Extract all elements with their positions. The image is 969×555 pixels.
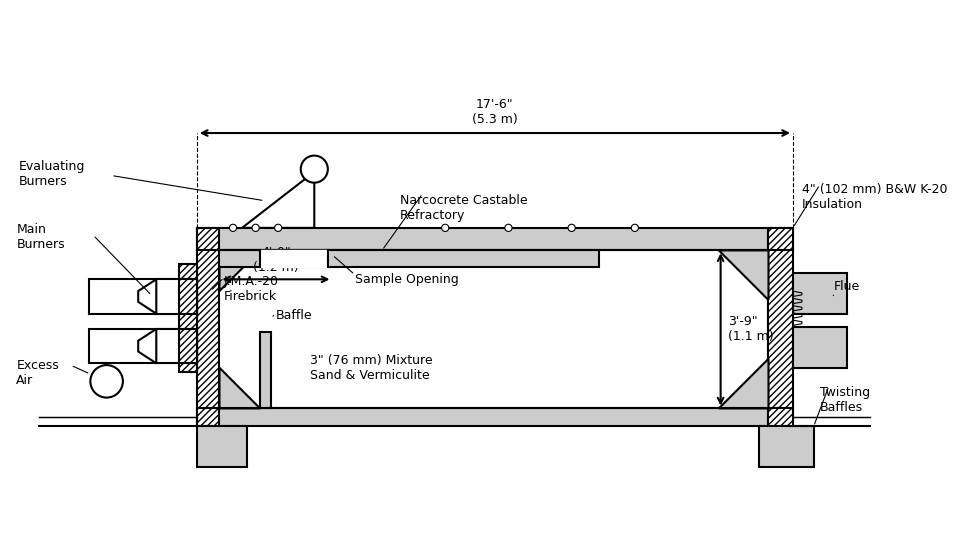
Text: Sample Opening: Sample Opening bbox=[355, 273, 458, 286]
Text: J.M.A.-20
Firebrick: J.M.A.-20 Firebrick bbox=[224, 275, 279, 303]
Text: 17'-6"
(5.3 m): 17'-6" (5.3 m) bbox=[472, 98, 517, 126]
Polygon shape bbox=[251, 178, 309, 228]
Bar bbox=[219, 250, 598, 266]
Bar bbox=[178, 279, 197, 314]
Bar bbox=[88, 279, 197, 314]
Text: 3'-9"
(1.1 m): 3'-9" (1.1 m) bbox=[727, 315, 772, 344]
Circle shape bbox=[274, 224, 282, 231]
Bar bbox=[759, 426, 813, 467]
Bar bbox=[792, 273, 846, 314]
Bar bbox=[197, 426, 246, 467]
Polygon shape bbox=[718, 359, 767, 408]
Text: Main
Burners: Main Burners bbox=[16, 223, 65, 251]
Bar bbox=[178, 329, 197, 364]
Circle shape bbox=[230, 224, 236, 231]
Text: Baffle: Baffle bbox=[275, 309, 312, 322]
Bar bbox=[197, 228, 219, 426]
Polygon shape bbox=[219, 368, 260, 408]
Text: 4'-0"
(1.2 m): 4'-0" (1.2 m) bbox=[253, 246, 298, 274]
Bar bbox=[178, 264, 197, 372]
Circle shape bbox=[300, 155, 328, 183]
Polygon shape bbox=[138, 329, 156, 364]
Bar bbox=[197, 408, 792, 426]
Polygon shape bbox=[138, 279, 156, 314]
Text: Excess
Air: Excess Air bbox=[16, 359, 59, 387]
Bar bbox=[156, 279, 192, 314]
Text: 3" (76 mm) Mixture
Sand & Vermiculite: 3" (76 mm) Mixture Sand & Vermiculite bbox=[309, 354, 432, 382]
Circle shape bbox=[90, 365, 123, 397]
Bar bbox=[792, 327, 846, 368]
Text: Narcocrete Castable
Refractory: Narcocrete Castable Refractory bbox=[399, 194, 527, 221]
Text: Flue: Flue bbox=[832, 280, 859, 293]
Text: Evaluating
Burners: Evaluating Burners bbox=[19, 160, 85, 188]
Polygon shape bbox=[219, 250, 260, 291]
Circle shape bbox=[252, 224, 259, 231]
Polygon shape bbox=[242, 172, 314, 228]
Polygon shape bbox=[718, 250, 767, 300]
Bar bbox=[156, 329, 192, 364]
Bar bbox=[197, 228, 792, 250]
Circle shape bbox=[441, 224, 449, 231]
Bar bbox=[767, 228, 792, 426]
Bar bbox=[88, 329, 197, 364]
Circle shape bbox=[504, 224, 512, 231]
Circle shape bbox=[568, 224, 575, 231]
Text: 4" (102 mm) B&W K-20
Insulation: 4" (102 mm) B&W K-20 Insulation bbox=[801, 183, 947, 211]
Circle shape bbox=[631, 224, 638, 231]
Bar bbox=[260, 332, 270, 408]
Text: Twisting
Baffles: Twisting Baffles bbox=[819, 386, 869, 414]
